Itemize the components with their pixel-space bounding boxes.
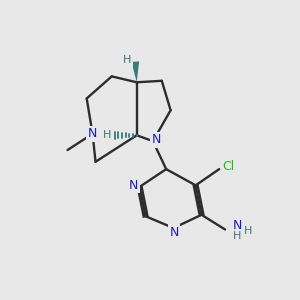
Text: Cl: Cl [223,160,235,173]
Text: N: N [152,133,161,146]
Text: H: H [103,130,112,140]
Text: H: H [233,231,242,241]
Text: N: N [169,226,179,239]
Text: N: N [88,127,97,140]
Text: H: H [244,226,252,236]
Text: N: N [128,179,138,192]
Text: H: H [123,55,131,65]
Text: N: N [233,220,242,232]
Polygon shape [131,61,139,82]
